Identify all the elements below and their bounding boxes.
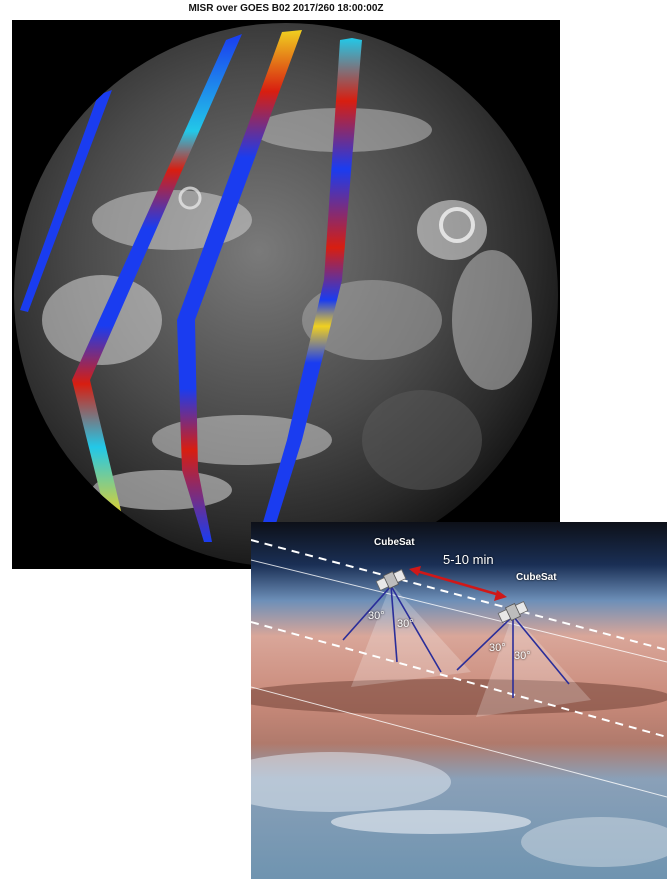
view-lines-1 xyxy=(342,585,442,673)
band-top-edge xyxy=(251,559,667,663)
cubesat-2-icon xyxy=(497,601,529,623)
view-lines-2 xyxy=(456,615,570,698)
hurricane-swirl xyxy=(439,207,475,243)
angle-label-4: 30° xyxy=(514,650,531,662)
swath-1 xyxy=(20,90,112,312)
cloud-streak xyxy=(331,810,531,834)
view-cone-1 xyxy=(351,584,471,687)
ground-track-dashed xyxy=(251,621,667,738)
band-bottom-edge xyxy=(251,686,667,798)
globe-svg xyxy=(14,23,558,567)
cubesat-2-label: CubeSat xyxy=(516,572,557,583)
cloud-bank xyxy=(251,752,451,812)
figure-title: MISR over GOES B02 2017/260 18:00:00Z xyxy=(188,3,384,14)
globe-image-panel xyxy=(12,20,560,569)
interval-label: 5-10 min xyxy=(443,552,494,567)
angle-label-3: 30° xyxy=(489,642,506,654)
cubesat-1-label: CubeSat xyxy=(374,537,415,548)
swath-4 xyxy=(252,38,362,562)
cloud-shadow-band xyxy=(251,679,667,715)
cloud-patch xyxy=(521,817,667,867)
arrow-head-left xyxy=(409,566,421,576)
cubesat-illustration-panel: CubeSat CubeSat 5-10 min 30° 30° 30° 30° xyxy=(251,522,667,879)
cubesat-1-icon xyxy=(375,569,407,591)
angle-label-1: 30° xyxy=(368,610,385,622)
interval-arrow xyxy=(412,568,504,598)
cubesat-svg xyxy=(251,522,667,879)
arrow-head-right xyxy=(494,590,507,601)
orbit-track-dashed xyxy=(251,539,667,651)
misr-swaths xyxy=(20,30,362,562)
view-cone-2 xyxy=(476,614,591,717)
angle-label-2: 30° xyxy=(397,618,414,630)
storm-swirl xyxy=(178,186,202,210)
swath-3 xyxy=(177,30,302,542)
